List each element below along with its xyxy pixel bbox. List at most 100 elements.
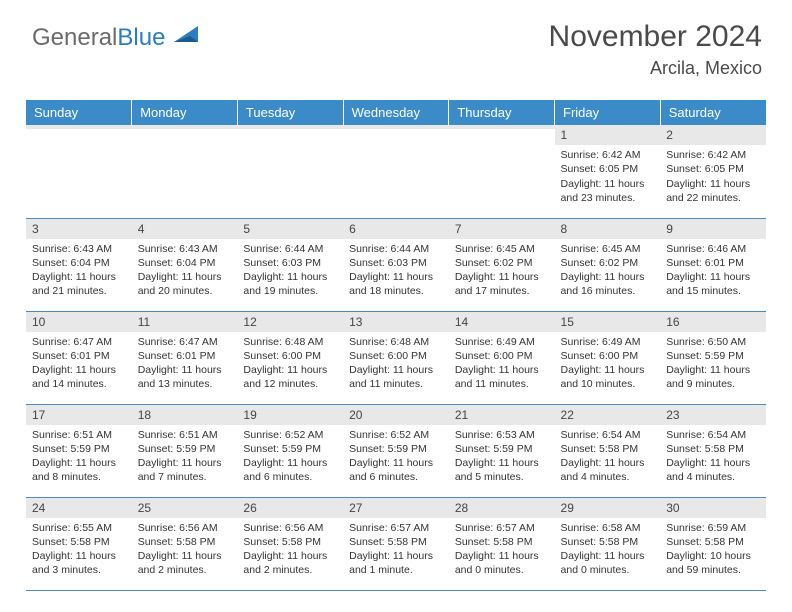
- day-detail-line: Sunset: 6:00 PM: [243, 349, 337, 363]
- day-detail-line: Daylight: 11 hours: [138, 363, 232, 377]
- calendar-day-cell: 13Sunrise: 6:48 AMSunset: 6:00 PMDayligh…: [343, 311, 449, 404]
- day-detail-line: and 5 minutes.: [455, 470, 549, 484]
- day-detail-line: Sunset: 5:58 PM: [243, 535, 337, 549]
- day-details: Sunrise: 6:59 AMSunset: 5:58 PMDaylight:…: [660, 518, 766, 582]
- day-detail-line: Sunrise: 6:47 AM: [138, 335, 232, 349]
- day-detail-line: Sunset: 6:00 PM: [561, 349, 655, 363]
- day-detail-line: and 19 minutes.: [243, 284, 337, 298]
- calendar-day-cell: 2Sunrise: 6:42 AMSunset: 6:05 PMDaylight…: [660, 125, 766, 218]
- day-number: 14: [449, 312, 555, 332]
- day-details: Sunrise: 6:47 AMSunset: 6:01 PMDaylight:…: [26, 332, 132, 396]
- day-number: 5: [237, 219, 343, 239]
- day-detail-line: Daylight: 11 hours: [666, 177, 760, 191]
- day-detail-line: Sunrise: 6:45 AM: [455, 242, 549, 256]
- calendar-week-row: 10Sunrise: 6:47 AMSunset: 6:01 PMDayligh…: [26, 311, 766, 404]
- day-details: Sunrise: 6:55 AMSunset: 5:58 PMDaylight:…: [26, 518, 132, 582]
- day-number: [449, 125, 555, 129]
- logo-text-b: Blue: [117, 24, 165, 51]
- day-detail-line: Sunrise: 6:44 AM: [349, 242, 443, 256]
- weekday-header: Sunday: [26, 100, 132, 125]
- day-details: Sunrise: 6:51 AMSunset: 5:59 PMDaylight:…: [26, 425, 132, 489]
- calendar-day-cell: 10Sunrise: 6:47 AMSunset: 6:01 PMDayligh…: [26, 311, 132, 404]
- day-detail-line: and 7 minutes.: [138, 470, 232, 484]
- day-detail-line: Sunset: 6:01 PM: [32, 349, 126, 363]
- day-detail-line: Sunrise: 6:53 AM: [455, 428, 549, 442]
- day-detail-line: Daylight: 11 hours: [666, 456, 760, 470]
- day-number: [132, 125, 238, 129]
- day-detail-line: Sunset: 5:58 PM: [561, 442, 655, 456]
- day-details: Sunrise: 6:57 AMSunset: 5:58 PMDaylight:…: [343, 518, 449, 582]
- day-number: 10: [26, 312, 132, 332]
- day-detail-line: Sunset: 5:58 PM: [561, 535, 655, 549]
- calendar-day-cell: 8Sunrise: 6:45 AMSunset: 6:02 PMDaylight…: [555, 218, 661, 311]
- day-detail-line: Sunrise: 6:59 AM: [666, 521, 760, 535]
- day-detail-line: and 8 minutes.: [32, 470, 126, 484]
- day-detail-line: and 6 minutes.: [243, 470, 337, 484]
- day-details: Sunrise: 6:56 AMSunset: 5:58 PMDaylight:…: [132, 518, 238, 582]
- day-number: [343, 125, 449, 129]
- weekday-header: Thursday: [449, 100, 555, 125]
- day-details: Sunrise: 6:51 AMSunset: 5:59 PMDaylight:…: [132, 425, 238, 489]
- calendar-week-row: 17Sunrise: 6:51 AMSunset: 5:59 PMDayligh…: [26, 404, 766, 497]
- day-detail-line: and 16 minutes.: [561, 284, 655, 298]
- calendar-day-cell: [237, 125, 343, 218]
- calendar-day-cell: 21Sunrise: 6:53 AMSunset: 5:59 PMDayligh…: [449, 404, 555, 497]
- day-number: 17: [26, 405, 132, 425]
- day-detail-line: Sunset: 5:59 PM: [349, 442, 443, 456]
- day-number: 3: [26, 219, 132, 239]
- day-details: Sunrise: 6:46 AMSunset: 6:01 PMDaylight:…: [660, 239, 766, 303]
- calendar-day-cell: [449, 125, 555, 218]
- day-number: 23: [660, 405, 766, 425]
- day-detail-line: and 9 minutes.: [666, 377, 760, 391]
- calendar-day-cell: 9Sunrise: 6:46 AMSunset: 6:01 PMDaylight…: [660, 218, 766, 311]
- day-detail-line: Daylight: 11 hours: [561, 549, 655, 563]
- title-block: November 2024 Arcila, Mexico: [549, 20, 762, 79]
- logo-triangle-icon: [174, 24, 202, 49]
- calendar-body: 1Sunrise: 6:42 AMSunset: 6:05 PMDaylight…: [26, 125, 766, 590]
- day-detail-line: Sunrise: 6:51 AM: [138, 428, 232, 442]
- day-detail-line: Daylight: 11 hours: [349, 549, 443, 563]
- day-details: Sunrise: 6:48 AMSunset: 6:00 PMDaylight:…: [237, 332, 343, 396]
- day-detail-line: Daylight: 11 hours: [243, 549, 337, 563]
- calendar-week-row: 3Sunrise: 6:43 AMSunset: 6:04 PMDaylight…: [26, 218, 766, 311]
- day-detail-line: Sunset: 6:03 PM: [243, 256, 337, 270]
- day-detail-line: Daylight: 11 hours: [32, 363, 126, 377]
- day-detail-line: Sunrise: 6:51 AM: [32, 428, 126, 442]
- calendar-day-cell: 29Sunrise: 6:58 AMSunset: 5:58 PMDayligh…: [555, 497, 661, 590]
- day-details: Sunrise: 6:54 AMSunset: 5:58 PMDaylight:…: [555, 425, 661, 489]
- calendar-day-cell: 30Sunrise: 6:59 AMSunset: 5:58 PMDayligh…: [660, 497, 766, 590]
- calendar-week-row: 1Sunrise: 6:42 AMSunset: 6:05 PMDaylight…: [26, 125, 766, 218]
- day-number: 29: [555, 498, 661, 518]
- calendar-day-cell: 26Sunrise: 6:56 AMSunset: 5:58 PMDayligh…: [237, 497, 343, 590]
- day-detail-line: and 6 minutes.: [349, 470, 443, 484]
- day-detail-line: Sunset: 5:59 PM: [243, 442, 337, 456]
- day-detail-line: Sunrise: 6:45 AM: [561, 242, 655, 256]
- day-detail-line: Daylight: 11 hours: [455, 363, 549, 377]
- day-detail-line: Sunset: 6:02 PM: [455, 256, 549, 270]
- day-detail-line: Sunset: 5:59 PM: [32, 442, 126, 456]
- day-detail-line: Daylight: 11 hours: [138, 456, 232, 470]
- calendar-day-cell: 24Sunrise: 6:55 AMSunset: 5:58 PMDayligh…: [26, 497, 132, 590]
- calendar-day-cell: 28Sunrise: 6:57 AMSunset: 5:58 PMDayligh…: [449, 497, 555, 590]
- calendar-day-cell: 5Sunrise: 6:44 AMSunset: 6:03 PMDaylight…: [237, 218, 343, 311]
- day-detail-line: Daylight: 11 hours: [243, 363, 337, 377]
- day-detail-line: Sunrise: 6:54 AM: [561, 428, 655, 442]
- day-detail-line: and 0 minutes.: [561, 563, 655, 577]
- day-detail-line: Sunset: 5:59 PM: [138, 442, 232, 456]
- day-detail-line: Daylight: 11 hours: [349, 270, 443, 284]
- day-detail-line: and 23 minutes.: [561, 191, 655, 205]
- day-details: Sunrise: 6:56 AMSunset: 5:58 PMDaylight:…: [237, 518, 343, 582]
- day-detail-line: Sunset: 6:02 PM: [561, 256, 655, 270]
- day-detail-line: Sunrise: 6:54 AM: [666, 428, 760, 442]
- day-detail-line: Sunset: 5:58 PM: [138, 535, 232, 549]
- day-number: [26, 125, 132, 129]
- calendar-day-cell: 3Sunrise: 6:43 AMSunset: 6:04 PMDaylight…: [26, 218, 132, 311]
- day-number: 18: [132, 405, 238, 425]
- day-detail-line: Sunrise: 6:46 AM: [666, 242, 760, 256]
- day-detail-line: Daylight: 10 hours: [666, 549, 760, 563]
- header: GeneralBlue November 2024 Arcila, Mexico: [0, 0, 792, 100]
- day-detail-line: Sunrise: 6:56 AM: [243, 521, 337, 535]
- day-detail-line: Sunset: 5:59 PM: [666, 349, 760, 363]
- day-detail-line: and 17 minutes.: [455, 284, 549, 298]
- day-number: 9: [660, 219, 766, 239]
